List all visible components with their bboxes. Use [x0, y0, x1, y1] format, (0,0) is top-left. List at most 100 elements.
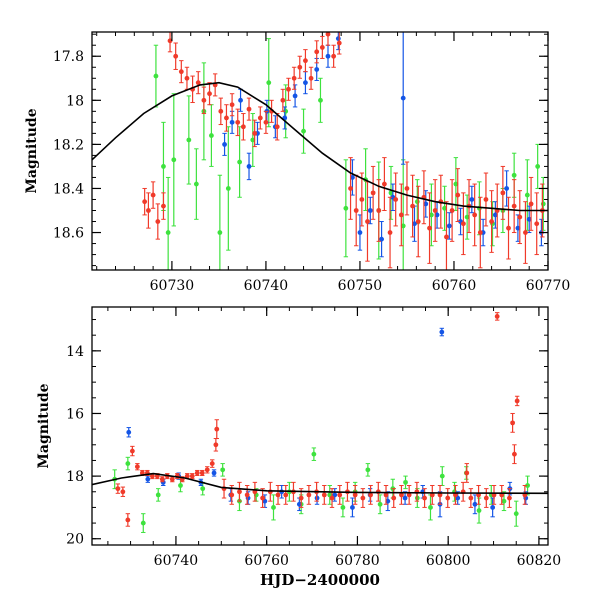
- y-tick-label: 17.8: [53, 49, 84, 65]
- data-point: [379, 236, 384, 242]
- data-point: [237, 159, 243, 165]
- data-point: [445, 495, 451, 501]
- y-tick-label: 18: [66, 93, 84, 109]
- data-point: [367, 208, 373, 213]
- data-point: [240, 124, 246, 130]
- data-point: [442, 205, 447, 211]
- data-point: [200, 486, 206, 492]
- data-point: [472, 501, 478, 507]
- data-point: [311, 451, 317, 457]
- data-point: [460, 221, 466, 227]
- data-point: [189, 473, 195, 479]
- data-point: [321, 492, 327, 498]
- data-point: [209, 461, 215, 466]
- data-point: [303, 80, 308, 86]
- data-point: [439, 473, 445, 479]
- data-point: [492, 212, 498, 218]
- data-point: [167, 38, 173, 44]
- data-point: [314, 49, 320, 55]
- data-point: [412, 221, 417, 227]
- data-point: [414, 199, 420, 205]
- data-point: [129, 448, 135, 454]
- green-series: [153, 38, 546, 270]
- data-point: [404, 186, 410, 191]
- plot-area: [92, 32, 548, 270]
- data-point: [348, 186, 353, 191]
- data-point: [360, 495, 366, 501]
- data-point: [155, 492, 161, 498]
- data-point: [246, 164, 252, 169]
- x-tick-label: 60740: [154, 553, 199, 569]
- data-point: [150, 192, 156, 198]
- data-point: [329, 495, 335, 501]
- data-point: [343, 205, 349, 211]
- data-point: [161, 164, 166, 169]
- x-tick-label: 60750: [338, 278, 383, 294]
- data-point: [225, 186, 231, 191]
- data-point: [511, 203, 517, 209]
- data-point: [201, 97, 207, 103]
- data-point: [297, 64, 303, 70]
- data-point: [393, 197, 399, 202]
- data-point: [446, 223, 452, 229]
- data-point: [250, 137, 256, 143]
- blue-series: [126, 327, 529, 518]
- data-point: [515, 225, 521, 231]
- data-point: [314, 67, 320, 72]
- data-point: [257, 115, 263, 121]
- data-point: [229, 119, 235, 125]
- data-point: [280, 97, 286, 103]
- data-point: [468, 495, 474, 501]
- data-point: [115, 486, 121, 492]
- data-point: [331, 53, 337, 59]
- data-point: [308, 75, 314, 81]
- data-point: [142, 199, 148, 205]
- data-point: [120, 489, 126, 495]
- data-point: [125, 517, 131, 523]
- y-tick-label: 18.2: [53, 137, 84, 153]
- data-point: [391, 495, 397, 501]
- data-point: [494, 313, 500, 319]
- data-point: [526, 216, 532, 222]
- data-point: [149, 473, 155, 479]
- data-point: [483, 197, 489, 202]
- y-tick-label: 18: [66, 469, 84, 485]
- data-point: [217, 230, 223, 235]
- data-point: [365, 467, 371, 473]
- data-point: [263, 119, 269, 125]
- y-axis-label: Magnitude: [24, 108, 40, 193]
- data-point: [400, 95, 406, 101]
- data-point: [385, 498, 391, 504]
- data-point: [336, 40, 342, 46]
- data-point: [469, 197, 475, 202]
- data-point: [477, 230, 483, 235]
- data-point: [350, 505, 355, 510]
- data-point: [319, 45, 325, 50]
- ticks: 60740 60760 60780 60800 60820 14 16 18 20: [66, 307, 561, 569]
- data-point: [387, 230, 393, 235]
- data-point: [528, 201, 534, 207]
- data-point: [410, 203, 416, 209]
- y-tick-label: 16: [66, 406, 84, 422]
- data-point: [235, 119, 241, 125]
- data-point: [211, 470, 217, 476]
- x-tick-label: 60740: [244, 278, 289, 294]
- data-point: [244, 492, 250, 498]
- data-point: [403, 479, 408, 485]
- data-point: [376, 208, 382, 213]
- data-point: [383, 492, 389, 498]
- bottom-panel-chart: 60740 60760 60780 60800 60820 14 16 18 20 Magnitu…: [36, 306, 561, 589]
- data-point: [402, 495, 408, 501]
- data-point: [370, 190, 376, 196]
- data-point: [510, 420, 516, 426]
- data-point: [169, 476, 175, 482]
- data-point: [359, 197, 365, 202]
- data-point: [222, 141, 227, 147]
- data-point: [184, 473, 190, 479]
- data-point: [318, 97, 323, 103]
- data-point: [220, 467, 226, 473]
- y-tick-label: 14: [66, 344, 84, 360]
- data-point: [506, 225, 511, 231]
- data-point: [209, 133, 214, 138]
